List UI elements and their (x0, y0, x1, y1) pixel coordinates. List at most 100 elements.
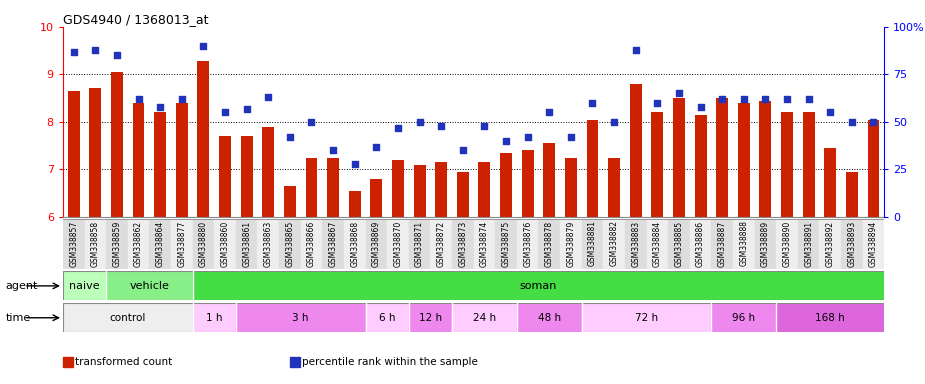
Point (131, 96, 146, 102)
Text: GSM338859: GSM338859 (113, 220, 121, 266)
Bar (452, 303, 517, 332)
Bar (452, 219, 474, 269)
Text: GSM338884: GSM338884 (653, 220, 661, 266)
Bar (582, 303, 711, 332)
Text: GDS4940 / 1368013_at: GDS4940 / 1368013_at (63, 13, 208, 26)
Bar (716, 98, 728, 217)
Bar (478, 162, 490, 217)
Point (780, 96, 795, 102)
Text: 3 h: 3 h (292, 313, 309, 323)
Bar (106, 219, 128, 269)
Text: GSM338877: GSM338877 (178, 220, 186, 266)
Point (801, 96, 816, 102)
Text: GSM338886: GSM338886 (697, 220, 705, 266)
Text: GSM338894: GSM338894 (869, 220, 878, 266)
Text: GSM338858: GSM338858 (91, 220, 100, 266)
Text: vehicle: vehicle (130, 281, 169, 291)
Text: GSM338892: GSM338892 (826, 220, 834, 266)
Text: GSM338880: GSM338880 (199, 220, 208, 266)
Text: 96 h: 96 h (733, 313, 756, 323)
Text: 24 h: 24 h (473, 313, 496, 323)
Bar (668, 219, 690, 269)
Point (217, 109, 232, 116)
Point (369, 144, 384, 150)
Point (196, 43, 211, 49)
Text: transformed count: transformed count (75, 357, 172, 367)
Bar (755, 219, 776, 269)
Bar (257, 219, 279, 269)
Bar (798, 219, 820, 269)
Bar (128, 219, 149, 269)
Text: GSM338887: GSM338887 (718, 220, 727, 266)
Bar (171, 219, 192, 269)
Point (823, 109, 838, 116)
Bar (560, 219, 582, 269)
Point (607, 119, 622, 125)
Bar (327, 157, 339, 217)
Bar (305, 157, 317, 217)
Bar (776, 303, 884, 332)
Text: GSM338888: GSM338888 (739, 220, 748, 266)
Bar (603, 219, 625, 269)
Text: GSM338860: GSM338860 (220, 220, 229, 266)
Bar (517, 219, 538, 269)
Bar (279, 219, 301, 269)
Bar (651, 113, 663, 217)
Bar (517, 303, 582, 332)
Bar (846, 172, 857, 217)
Text: 48 h: 48 h (537, 313, 561, 323)
Point (520, 134, 535, 140)
Bar (240, 136, 253, 217)
Bar (192, 271, 884, 300)
Text: time: time (6, 313, 31, 323)
Text: GSM338861: GSM338861 (242, 220, 251, 266)
Bar (868, 119, 880, 217)
Bar (820, 219, 841, 269)
Bar (90, 88, 101, 217)
Text: GSM338864: GSM338864 (155, 220, 165, 266)
Text: GSM338871: GSM338871 (415, 220, 424, 266)
Point (67, 48, 81, 55)
Text: GSM338883: GSM338883 (631, 220, 640, 266)
Text: GSM338862: GSM338862 (134, 220, 143, 266)
Point (175, 96, 190, 102)
Point (88, 46, 103, 53)
Text: GSM338866: GSM338866 (307, 220, 316, 266)
Bar (215, 219, 236, 269)
Bar (111, 72, 123, 217)
Text: GSM338876: GSM338876 (524, 220, 532, 266)
Text: GSM338867: GSM338867 (328, 220, 338, 266)
Bar (608, 157, 620, 217)
Bar (500, 153, 512, 217)
Bar (776, 219, 798, 269)
Bar (409, 303, 452, 332)
Bar (630, 84, 642, 217)
Bar (457, 172, 469, 217)
Text: GSM338893: GSM338893 (847, 220, 857, 266)
Bar (543, 143, 555, 217)
Bar (219, 136, 231, 217)
Text: GSM338875: GSM338875 (501, 220, 511, 266)
Bar (781, 113, 793, 217)
Text: GSM338868: GSM338868 (351, 220, 359, 266)
Bar (759, 101, 771, 217)
Text: GSM338870: GSM338870 (393, 220, 402, 266)
Bar (538, 219, 560, 269)
Text: GSM338869: GSM338869 (372, 220, 381, 266)
Bar (863, 219, 884, 269)
Bar (409, 219, 430, 269)
Point (109, 52, 124, 58)
Text: GSM338872: GSM338872 (437, 220, 446, 266)
Text: soman: soman (520, 281, 557, 291)
Text: GSM338885: GSM338885 (674, 220, 684, 266)
Point (240, 106, 254, 112)
Text: agent: agent (6, 281, 38, 291)
Bar (63, 219, 84, 269)
Bar (236, 219, 257, 269)
Bar (474, 219, 495, 269)
Point (499, 138, 513, 144)
Bar (106, 271, 192, 300)
Point (455, 147, 470, 154)
Bar (365, 303, 409, 332)
Point (390, 124, 405, 131)
